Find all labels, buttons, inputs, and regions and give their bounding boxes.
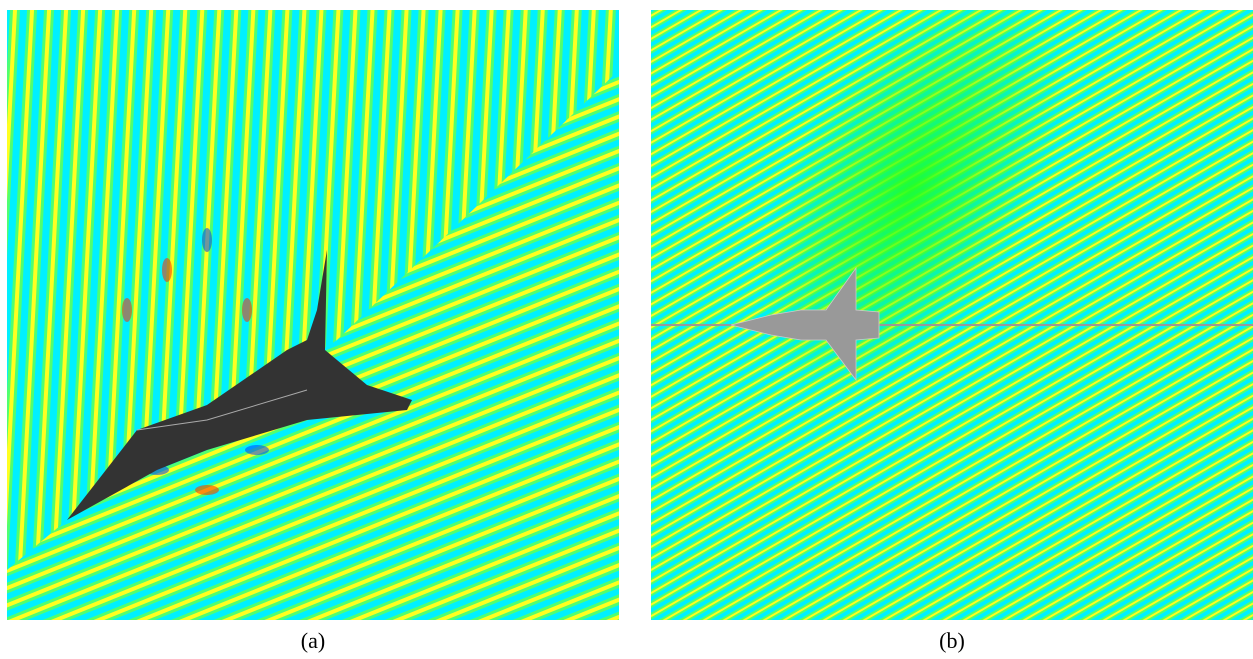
caption: (b) xyxy=(939,628,965,653)
aircraft xyxy=(730,266,880,382)
wave-field xyxy=(7,10,619,620)
panel-b-image xyxy=(651,10,1253,620)
panel-a-image xyxy=(7,10,619,620)
aircraft xyxy=(67,250,412,520)
caption: (a) xyxy=(300,628,326,653)
wave-field xyxy=(651,10,1253,620)
